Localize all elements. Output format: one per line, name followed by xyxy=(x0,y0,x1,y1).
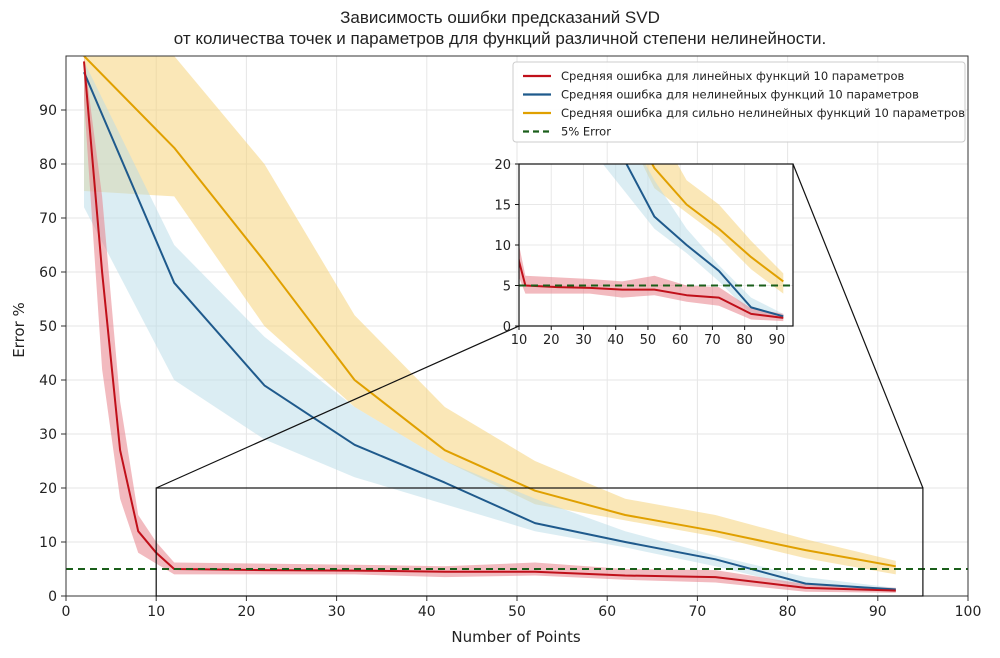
legend-label-linear: Средняя ошибка для линейных функций 10 п… xyxy=(561,69,904,83)
series-line-nonlinear xyxy=(83,71,896,591)
inset-x-tick-label: 80 xyxy=(736,333,753,348)
x-tick-label: 100 xyxy=(955,604,982,620)
x-tick-label: 60 xyxy=(598,604,616,620)
y-tick-label: 90 xyxy=(39,103,57,119)
inset-y-tick-label: 5 xyxy=(503,280,511,295)
inset-y-tick-label: 15 xyxy=(494,199,511,214)
y-tick-label: 40 xyxy=(39,373,57,389)
y-tick-label: 80 xyxy=(39,157,57,173)
x-axis-label: Number of Points xyxy=(451,628,580,646)
legend-label-strong-nonlinear: Средняя ошибка для сильно нелинейных фун… xyxy=(561,106,965,120)
inset-x-tick-label: 70 xyxy=(704,333,721,348)
y-tick-label: 0 xyxy=(48,589,57,605)
y-tick-label: 10 xyxy=(39,535,57,551)
x-tick-label: 50 xyxy=(508,604,526,620)
y-tick-label: 60 xyxy=(39,265,57,281)
inset-x-tick-label: 20 xyxy=(543,333,560,348)
inset-series-band-strong-nonlinear xyxy=(642,164,784,294)
inset-series-line-strong-nonlinear xyxy=(651,164,784,283)
x-tick-label: 10 xyxy=(147,604,165,620)
chart-title: Зависимость ошибки предсказаний SVD xyxy=(340,8,660,27)
x-tick-label: 70 xyxy=(688,604,706,620)
x-tick-label: 30 xyxy=(328,604,346,620)
inset-x-tick-label: 90 xyxy=(769,333,786,348)
x-tick-label: 40 xyxy=(418,604,436,620)
x-tick-label: 90 xyxy=(869,604,887,620)
zoom-region-box xyxy=(155,487,924,597)
inset-y-tick-label: 20 xyxy=(494,158,511,173)
inset-series-line-linear xyxy=(519,256,784,319)
y-tick-label: 30 xyxy=(39,427,57,443)
y-tick-label: 70 xyxy=(39,211,57,227)
inset-x-tick-label: 30 xyxy=(575,333,592,348)
series-band-nonlinear xyxy=(84,61,896,592)
series-line-linear xyxy=(83,61,896,592)
x-tick-label: 0 xyxy=(62,604,71,620)
y-tick-label: 20 xyxy=(39,481,57,497)
x-tick-label: 20 xyxy=(237,604,255,620)
y-tick-label: 50 xyxy=(39,319,57,335)
zoom-connector-right xyxy=(792,163,924,489)
chart-subtitle: от количества точек и параметров для фун… xyxy=(173,29,827,48)
legend-label-nonlinear: Средняя ошибка для нелинейных функций 10… xyxy=(561,88,919,102)
legend-box xyxy=(512,61,966,143)
inset-x-tick-label: 60 xyxy=(672,333,689,348)
series-line-strong-nonlinear xyxy=(83,56,896,568)
inset-lines xyxy=(519,164,793,319)
inset-x-tick-label: 10 xyxy=(511,333,528,348)
inset-x-tick-label: 50 xyxy=(640,333,657,348)
inset-x-tick-label: 40 xyxy=(607,333,624,348)
x-tick-label: 80 xyxy=(779,604,797,620)
inset-series-line-nonlinear xyxy=(625,164,784,318)
inset-series-band-linear xyxy=(519,245,784,322)
inset-y-tick-label: 0 xyxy=(503,320,511,335)
legend-label-threshold: 5% Error xyxy=(561,125,611,139)
zoom-connector-left xyxy=(155,325,520,489)
inset-y-tick-label: 10 xyxy=(494,239,511,254)
y-axis-label: Error % xyxy=(10,302,28,358)
